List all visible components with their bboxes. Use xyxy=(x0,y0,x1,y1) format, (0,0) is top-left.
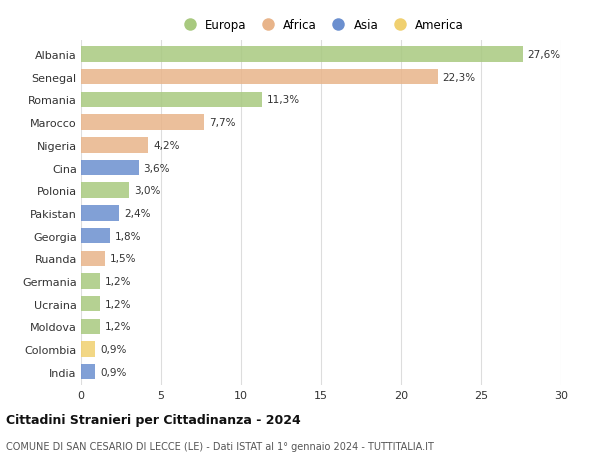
Bar xyxy=(81,297,100,312)
Text: 1,5%: 1,5% xyxy=(110,254,136,264)
Bar xyxy=(81,206,119,221)
Legend: Europa, Africa, Asia, America: Europa, Africa, Asia, America xyxy=(178,19,464,32)
Text: 1,2%: 1,2% xyxy=(105,276,131,286)
Bar xyxy=(81,47,523,62)
Text: 0,9%: 0,9% xyxy=(100,367,127,377)
Text: 2,4%: 2,4% xyxy=(124,208,151,218)
Text: 1,8%: 1,8% xyxy=(115,231,141,241)
Text: 3,0%: 3,0% xyxy=(134,186,160,196)
Bar xyxy=(81,274,100,289)
Bar xyxy=(81,138,148,153)
Text: 7,7%: 7,7% xyxy=(209,118,235,128)
Text: COMUNE DI SAN CESARIO DI LECCE (LE) - Dati ISTAT al 1° gennaio 2024 - TUTTITALIA: COMUNE DI SAN CESARIO DI LECCE (LE) - Da… xyxy=(6,441,434,451)
Bar xyxy=(81,161,139,176)
Bar xyxy=(81,229,110,244)
Text: 22,3%: 22,3% xyxy=(443,73,476,83)
Bar xyxy=(81,115,204,130)
Text: 3,6%: 3,6% xyxy=(143,163,170,173)
Text: Cittadini Stranieri per Cittadinanza - 2024: Cittadini Stranieri per Cittadinanza - 2… xyxy=(6,413,301,426)
Text: 4,2%: 4,2% xyxy=(153,140,179,151)
Text: 1,2%: 1,2% xyxy=(105,322,131,332)
Bar xyxy=(81,251,105,266)
Bar xyxy=(81,183,129,198)
Text: 0,9%: 0,9% xyxy=(100,344,127,354)
Text: 1,2%: 1,2% xyxy=(105,299,131,309)
Bar xyxy=(81,93,262,108)
Text: 11,3%: 11,3% xyxy=(266,95,300,105)
Text: 27,6%: 27,6% xyxy=(527,50,560,60)
Bar xyxy=(81,341,95,357)
Bar xyxy=(81,319,100,334)
Bar xyxy=(81,364,95,380)
Bar xyxy=(81,70,438,85)
